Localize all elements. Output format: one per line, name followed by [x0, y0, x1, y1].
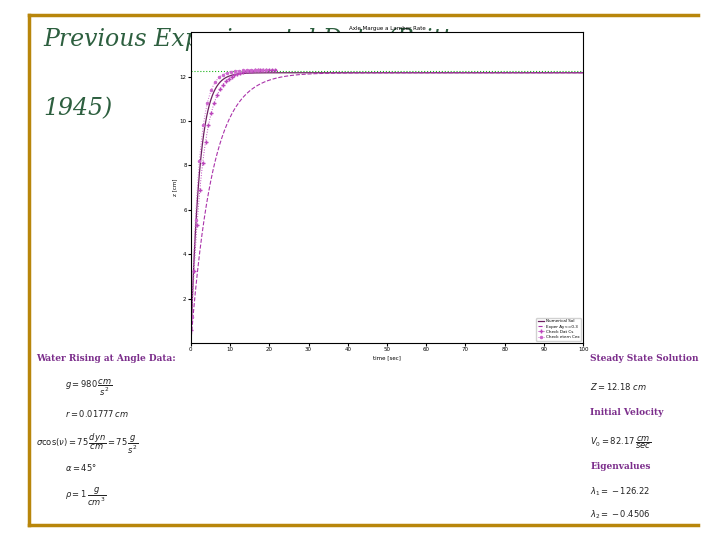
Check etern Cex	[256, 67, 265, 73]
Numerical Sol	[231, 71, 240, 78]
Text: $g = 980\,\dfrac{cm}{s^2}$: $g = 980\,\dfrac{cm}{s^2}$	[65, 378, 112, 398]
Exper Ay<=0.3	[337, 70, 346, 76]
Text: $\lambda_2 = -0.4506$: $\lambda_2 = -0.4506$	[590, 509, 651, 521]
Check etern Cex	[265, 67, 274, 73]
Title: Axle Margue a Lamber Rate: Axle Margue a Lamber Rate	[348, 25, 426, 31]
Numerical Sol	[571, 70, 580, 76]
X-axis label: time [sec]: time [sec]	[373, 355, 401, 360]
Line: Exper Ay<=0.3: Exper Ay<=0.3	[191, 73, 583, 342]
Check etern Cex	[187, 314, 196, 320]
Numerical Sol	[186, 340, 195, 346]
Exper Ay<=0.3	[255, 82, 264, 88]
Numerical Sol	[529, 70, 538, 76]
Text: 1945): 1945)	[43, 97, 112, 120]
Text: Water Rising at Angle Data:: Water Rising at Angle Data:	[36, 354, 176, 363]
Check Dat Cs	[235, 70, 244, 76]
Text: Steady State Solution: Steady State Solution	[590, 354, 699, 363]
Numerical Sol	[255, 70, 264, 76]
Text: $V_0 = 82.17\,\dfrac{cm}{sec}$: $V_0 = 82.17\,\dfrac{cm}{sec}$	[590, 435, 652, 451]
Check Dat Cs	[215, 87, 224, 93]
Check etern Cex	[222, 70, 230, 76]
Exper Ay<=0.3	[186, 339, 195, 346]
Check etern Cex	[240, 67, 249, 73]
Line: Check Dat Cs: Check Dat Cs	[189, 68, 279, 332]
Check Dat Cs	[221, 79, 230, 85]
Text: $r = 0.01777\,cm$: $r = 0.01777\,cm$	[65, 408, 128, 418]
Check Dat Cs	[187, 327, 196, 334]
Numerical Sol	[354, 70, 363, 76]
Check Dat Cs	[232, 71, 240, 77]
Numerical Sol	[337, 70, 346, 76]
Text: Eigenvalues: Eigenvalues	[590, 462, 651, 471]
Line: Numerical Sol: Numerical Sol	[191, 73, 583, 343]
Check Dat Cs	[246, 68, 255, 74]
Check Dat Cs	[258, 66, 266, 73]
Numerical Sol	[579, 70, 588, 76]
Check Dat Cs	[273, 66, 282, 73]
Check etern Cex	[238, 68, 246, 74]
Numerical Sol	[513, 70, 521, 76]
Exper Ay<=0.3	[579, 70, 588, 76]
Line: Check etern Cex: Check etern Cex	[191, 69, 270, 318]
Legend: Numerical Sol, Exper Ay<=0.3, Check Dat Cs, Check etern Cex: Numerical Sol, Exper Ay<=0.3, Check Dat …	[536, 318, 581, 341]
Text: $\alpha = 45°$: $\alpha = 45°$	[65, 462, 96, 472]
Exper Ay<=0.3	[231, 104, 240, 111]
Text: Initial Velocity: Initial Velocity	[590, 408, 664, 417]
Text: $\sigma\cos(\nu) = 75\,\dfrac{dyn}{cm} = 75\,\dfrac{g}{s^2}$: $\sigma\cos(\nu) = 75\,\dfrac{dyn}{cm} =…	[36, 432, 138, 456]
Text: $Z = 12.18\;cm$: $Z = 12.18\;cm$	[590, 381, 647, 392]
Text: $\rho = 1\,\dfrac{g}{cm^3}$: $\rho = 1\,\dfrac{g}{cm^3}$	[65, 486, 107, 508]
Exper Ay<=0.3	[354, 70, 363, 76]
Exper Ay<=0.3	[529, 70, 538, 76]
Y-axis label: z [cm]: z [cm]	[172, 179, 177, 197]
Check etern Cex	[235, 68, 243, 74]
Text: $\lambda_1 = -126.22$: $\lambda_1 = -126.22$	[590, 486, 650, 498]
Exper Ay<=0.3	[571, 70, 580, 76]
Check etern Cex	[233, 68, 242, 74]
Text: Previous Experimental Data (Britten: Previous Experimental Data (Britten	[43, 27, 481, 51]
